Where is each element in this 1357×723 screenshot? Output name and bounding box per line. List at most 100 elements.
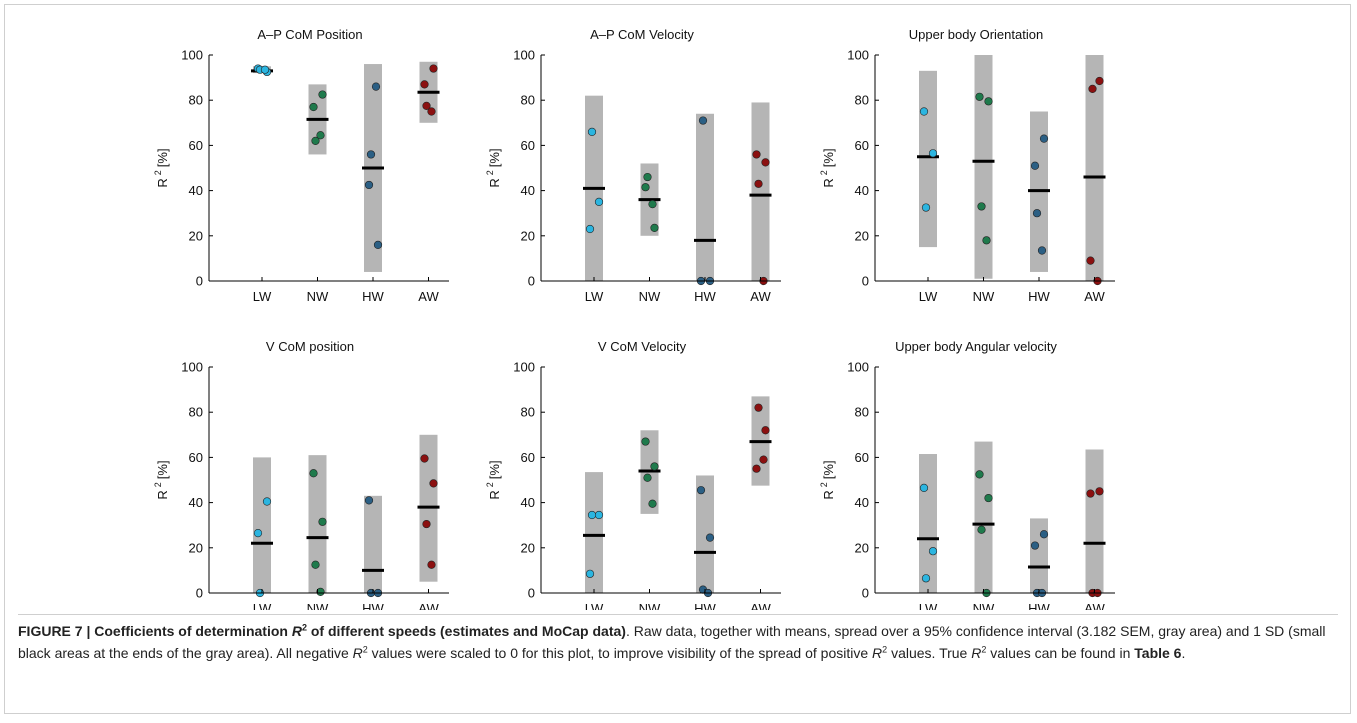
x-tick-label: HW <box>1028 289 1050 304</box>
caption-text: R <box>971 644 982 661</box>
data-point <box>309 469 318 478</box>
x-tick-label: LW <box>253 601 272 610</box>
y-axis-label-part: 2 <box>153 482 163 487</box>
chart-title: Upper body Orientation <box>909 27 1043 42</box>
chart-title: Upper body Angular velocity <box>895 339 1057 354</box>
data-point <box>1030 161 1040 170</box>
x-tick-label: AW <box>750 601 771 610</box>
y-tick-label: 60 <box>855 450 869 465</box>
ci-bar <box>1085 55 1104 281</box>
data-point <box>754 179 763 188</box>
ci-bar <box>974 441 993 593</box>
y-axis-label-part: [%] <box>487 148 502 167</box>
data-point <box>975 92 984 101</box>
data-point <box>761 426 770 435</box>
y-tick-label: 60 <box>521 138 535 153</box>
data-point <box>1086 256 1095 265</box>
data-point <box>309 102 318 112</box>
chart-title: A–P CoM Velocity <box>590 27 694 42</box>
y-tick-label: 40 <box>855 183 869 198</box>
y-axis-label: R 2 [%] <box>485 460 502 499</box>
y-tick-label: 20 <box>855 540 869 555</box>
data-point <box>1095 487 1104 496</box>
data-point <box>262 497 272 506</box>
x-tick-label: LW <box>253 289 272 304</box>
y-tick-label: 0 <box>196 274 203 289</box>
data-point <box>643 172 652 182</box>
y-tick-label: 20 <box>521 540 535 555</box>
y-tick-label: 80 <box>855 405 869 420</box>
data-point <box>705 533 715 542</box>
y-axis-label: R 2 [%] <box>485 148 502 187</box>
frame <box>4 4 1351 714</box>
y-axis-label-part: [%] <box>821 460 836 479</box>
data-point <box>1088 84 1097 93</box>
chart-title: V CoM Velocity <box>598 339 687 354</box>
data-point <box>311 560 320 569</box>
y-tick-label: 0 <box>196 586 203 601</box>
ci-bar <box>364 495 382 593</box>
ci-bar <box>751 102 770 282</box>
data-point <box>754 403 763 412</box>
y-tick-label: 80 <box>189 405 203 420</box>
caption-text: values can be found in <box>986 644 1135 661</box>
ci-bar <box>253 457 271 593</box>
data-point <box>316 587 325 596</box>
caption-text: R <box>291 623 302 639</box>
data-point <box>752 150 761 159</box>
data-point <box>364 496 374 505</box>
data-point <box>587 510 597 520</box>
data-point <box>318 517 327 526</box>
data-point <box>919 483 929 493</box>
data-point <box>1032 209 1042 218</box>
caption-text: FIGURE 7 | Coefficients of determination <box>18 623 292 639</box>
data-point <box>919 107 929 116</box>
y-axis-label-part: 2 <box>819 482 829 487</box>
ci-bar <box>585 472 603 593</box>
data-point <box>594 197 604 206</box>
y-axis-label-part: 2 <box>153 170 163 175</box>
caption-text: values. True <box>887 644 972 661</box>
data-point <box>1030 541 1040 550</box>
y-axis-label-part: [%] <box>155 460 170 479</box>
caption-text: . Raw data, together with means, spread … <box>18 623 1326 661</box>
data-point <box>977 202 986 211</box>
y-axis-label-part: R <box>487 178 502 187</box>
y-tick-label: 100 <box>181 48 203 63</box>
caption-text: 2 <box>981 643 987 654</box>
data-point <box>648 200 657 209</box>
chart-title: V CoM position <box>266 339 354 354</box>
y-tick-label: 60 <box>189 138 203 153</box>
y-axis-label-part: R <box>821 178 836 187</box>
y-tick-label: 20 <box>521 228 535 243</box>
x-tick-label: LW <box>919 289 938 304</box>
x-tick-label: HW <box>362 601 384 610</box>
x-tick-label: HW <box>694 601 716 610</box>
y-tick-label: 80 <box>189 93 203 108</box>
data-point <box>921 203 931 212</box>
y-tick-label: 80 <box>855 93 869 108</box>
caption-text: values were scaled to 0 for this plot, t… <box>367 644 873 661</box>
x-tick-label: NW <box>307 601 329 610</box>
ci-bar <box>696 113 714 281</box>
data-point <box>650 223 659 232</box>
x-tick-label: LW <box>919 601 938 610</box>
x-tick-label: AW <box>418 601 439 610</box>
data-point <box>641 183 650 192</box>
caption-text: Table 6 <box>1134 644 1182 661</box>
caption-text: 2 <box>882 643 888 654</box>
data-point <box>977 525 986 534</box>
y-tick-label: 60 <box>189 450 203 465</box>
data-point <box>585 569 595 578</box>
x-tick-label: HW <box>694 289 716 304</box>
data-point <box>1037 246 1047 255</box>
ci-bar <box>1085 449 1104 593</box>
y-axis-label-part: 2 <box>819 170 829 175</box>
caption-text: 2 <box>362 643 368 654</box>
y-tick-label: 80 <box>521 405 535 420</box>
y-axis-label-part: 2 <box>485 170 495 175</box>
x-tick-label: AW <box>1084 289 1105 304</box>
data-point <box>260 65 270 74</box>
data-point <box>587 127 597 136</box>
data-point <box>585 224 595 234</box>
